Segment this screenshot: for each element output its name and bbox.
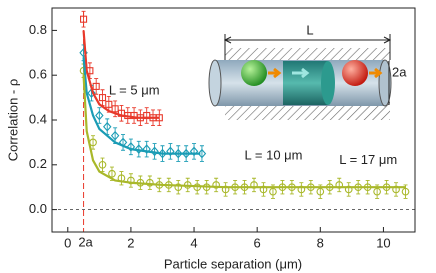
error-bar [394, 182, 399, 197]
error-bar [147, 175, 152, 190]
error-bar [337, 177, 342, 193]
inset-length-label: L [306, 22, 313, 37]
x-tick-label: 2 [127, 235, 134, 250]
x-axis-label: Particle separation (μm) [164, 256, 302, 271]
error-bar [132, 107, 137, 124]
point [134, 144, 144, 154]
diameter-label: 2a [78, 234, 93, 249]
series-label: L = 5 μm [109, 82, 160, 97]
y-axis-label: Correlation - ρ [5, 79, 20, 162]
error-bar [119, 171, 124, 186]
error-bar [214, 177, 219, 193]
inset-diagram: L 2a [208, 22, 407, 120]
error-bar [105, 118, 110, 136]
error-bar [128, 173, 133, 188]
point [80, 15, 88, 23]
error-bar [91, 135, 96, 150]
point [150, 146, 159, 157]
error-bar [136, 140, 141, 158]
error-bar [199, 145, 204, 162]
error-bar [144, 107, 149, 124]
series-label: L = 17 μm [339, 152, 397, 167]
point [197, 148, 207, 159]
point [111, 105, 119, 113]
point [110, 130, 120, 141]
point [98, 160, 107, 169]
error-bar [97, 107, 102, 124]
inset-particle [241, 60, 267, 86]
point [174, 148, 183, 159]
inset-flow [283, 61, 328, 105]
point [316, 187, 325, 196]
point [142, 144, 151, 154]
point [269, 187, 277, 196]
y-tick-label: 0.4 [29, 111, 47, 126]
error-bar [94, 78, 99, 95]
point [126, 142, 136, 152]
x-tick-label: 10 [376, 235, 390, 250]
error-bar [176, 180, 181, 195]
error-bar [261, 182, 266, 197]
point [103, 121, 112, 132]
point [95, 110, 104, 121]
fit-line [82, 75, 406, 189]
error-bar [192, 143, 197, 160]
y-tick-label: 0.2 [29, 156, 47, 171]
inset-arrow [292, 67, 310, 79]
error-bar [157, 109, 162, 127]
x-tick-label: 4 [190, 235, 197, 250]
inset-tube-end [208, 59, 222, 107]
point [108, 169, 116, 178]
series-label: L = 10 μm [245, 147, 303, 162]
point [92, 82, 100, 90]
point [373, 187, 381, 196]
point [212, 181, 220, 189]
error-bar [81, 10, 86, 28]
error-bar [100, 157, 105, 172]
error-bar [100, 89, 105, 106]
error-bar [128, 138, 133, 156]
point [166, 146, 175, 157]
inset-tube-end [378, 59, 392, 107]
x-tick-label: 8 [317, 235, 324, 250]
inset-particle [342, 60, 368, 86]
error-bar [252, 177, 257, 193]
inset-diameter-label: 2a [392, 64, 407, 79]
point [98, 94, 107, 102]
y-tick-label: 0.6 [29, 67, 47, 82]
inset-arrow [268, 67, 282, 79]
error-bar [346, 182, 351, 197]
fit-line [82, 57, 201, 155]
inset-arrow [369, 67, 383, 79]
point [174, 183, 183, 192]
point [181, 148, 191, 159]
point [401, 187, 410, 196]
y-tick-label: 0.8 [29, 22, 47, 37]
point [189, 146, 199, 157]
y-tick-label: 0.0 [29, 201, 47, 216]
inset-flow [321, 61, 335, 105]
error-bar [223, 182, 228, 197]
error-bar [152, 143, 157, 160]
x-tick-label: 6 [254, 235, 261, 250]
fit-line [82, 30, 160, 119]
point [105, 100, 113, 108]
x-tick-label: 0 [64, 235, 71, 250]
error-bar [119, 104, 124, 122]
error-bar [121, 134, 126, 151]
error-bar [144, 140, 149, 158]
error-bar [299, 182, 304, 197]
point [146, 178, 154, 187]
error-bar [168, 143, 173, 160]
